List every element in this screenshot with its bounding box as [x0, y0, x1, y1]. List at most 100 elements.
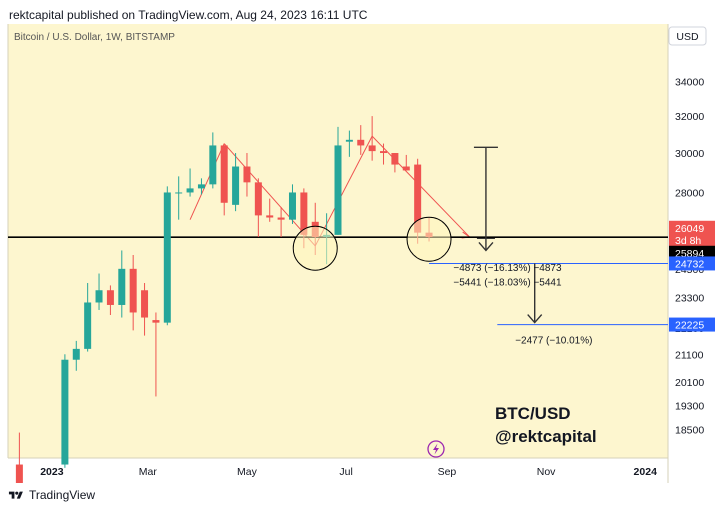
measure-first-drop — [473, 146, 498, 252]
horizontal-levels — [8, 236, 668, 326]
candle-body — [288, 192, 296, 220]
bullish-candle — [175, 176, 183, 220]
candle-body — [118, 268, 126, 305]
bearish-candle — [106, 285, 114, 315]
bearish-candle — [220, 143, 228, 216]
candle-body — [380, 151, 388, 154]
lightning-icon[interactable] — [427, 440, 445, 458]
candle-body — [129, 268, 137, 313]
x-tick-label: Jul — [339, 466, 352, 478]
candle-body — [232, 166, 240, 205]
price-axis[interactable]: 1850019300201002110022100233002450026000… — [669, 76, 715, 436]
bearish-candle — [254, 178, 262, 238]
candle-body — [357, 139, 365, 146]
projection-price-label: 22225 — [675, 320, 704, 332]
y-tick-label: 23300 — [675, 293, 704, 305]
bullish-candle — [163, 186, 171, 326]
candle-body — [61, 359, 69, 465]
bearish-candle — [15, 432, 23, 485]
bullish-candle — [61, 354, 69, 468]
candle-body — [334, 145, 342, 235]
bearish-candle — [391, 153, 399, 173]
watermark-symbol: BTC/USD — [495, 404, 571, 423]
last-price-label: 26049 — [675, 223, 704, 235]
time-axis[interactable]: 2023 Mar May Jul Sep Nov 2024 — [40, 466, 657, 478]
candle-body — [266, 215, 274, 218]
candle-body — [141, 290, 149, 318]
y-tick-label: 28000 — [675, 187, 704, 199]
bearish-candle — [266, 198, 274, 222]
bullish-candle — [209, 132, 217, 189]
bullish-candle — [232, 153, 240, 212]
trend-line — [314, 135, 373, 247]
bullish-candle — [345, 130, 353, 157]
candle-body — [345, 139, 353, 142]
candle-body — [15, 464, 23, 485]
projection-price-tag: 22225 — [669, 317, 715, 332]
chart-container[interactable]: −4873 (−16.13%) −4873 −5441 (−18.03%) −54… — [0, 24, 720, 485]
bearish-candle — [141, 283, 149, 336]
candle-body — [368, 145, 376, 152]
candle-body — [414, 164, 422, 233]
candle-body — [84, 302, 92, 349]
measure-label: −4873 (−16.13%) −4873 — [453, 263, 562, 274]
symbol-label: Bitcoin / U.S. Dollar, 1W, BITSTAMP — [14, 32, 175, 43]
y-tick-label: 18500 — [675, 424, 704, 436]
watermark: BTC/USD @rektcapital — [495, 404, 597, 446]
candle-body — [402, 166, 410, 171]
bearish-candle — [368, 116, 376, 161]
level-price-tag-bg — [669, 245, 715, 260]
tradingview-logo-icon — [8, 491, 23, 499]
projection-price-tag: 24732 — [669, 256, 715, 271]
projection-price-tag-bg — [669, 317, 715, 332]
bullish-candle — [334, 126, 342, 235]
bullish-candle — [186, 168, 194, 197]
y-tick-label: 19300 — [675, 400, 704, 412]
x-tick-label: Nov — [537, 466, 556, 478]
currency-button[interactable]: USD — [668, 26, 707, 46]
last-price-tag-bg — [669, 220, 715, 247]
candle-body — [72, 348, 80, 360]
y-tick-label: 32000 — [675, 111, 704, 123]
x-tick-label: Sep — [438, 466, 457, 478]
measure-label: −5441 (−18.03%) −5441 — [453, 277, 562, 288]
measure-second-drop — [527, 263, 543, 324]
candle-body — [197, 184, 205, 189]
y-tick-label: 20100 — [675, 377, 704, 389]
candle-body — [209, 145, 217, 185]
bearish-candle — [129, 254, 137, 331]
bearish-candle — [277, 206, 285, 238]
candlesticks — [15, 116, 433, 485]
x-tick-label: 2024 — [634, 466, 658, 478]
candle-body — [300, 192, 308, 235]
measure-arrowhead — [478, 241, 494, 252]
bullish-candle — [288, 184, 296, 224]
x-tick-label: Mar — [139, 466, 158, 478]
measure-arrowhead — [527, 314, 543, 324]
y-tick-label: 21100 — [675, 349, 704, 361]
highlight-circle — [292, 225, 338, 271]
chart-background — [8, 24, 668, 458]
bullish-candle — [197, 178, 205, 195]
price-chart[interactable]: −4873 (−16.13%) −4873 −5441 (−18.03%) −54… — [0, 24, 720, 485]
brand-name: TradingView — [29, 488, 96, 502]
trend-line — [189, 143, 225, 220]
candle-body — [277, 217, 285, 220]
bearish-candle — [357, 125, 365, 155]
x-tick-label: May — [237, 466, 258, 478]
footer: TradingView — [8, 487, 95, 503]
measure-label: −2477 (−10.01%) — [515, 336, 592, 347]
candle-body — [175, 192, 183, 194]
y-tick-label: 30000 — [675, 148, 704, 160]
watermark-author: @rektcapital — [495, 427, 597, 446]
bearish-candle — [380, 143, 388, 165]
bullish-candle — [72, 340, 80, 371]
y-tick-label: 34000 — [675, 76, 704, 88]
candle-body — [254, 182, 262, 216]
x-tick-label: 2023 — [40, 466, 64, 478]
bearish-candle — [152, 312, 160, 397]
candle-body — [95, 290, 103, 303]
bullish-candle — [84, 283, 92, 352]
highlight-circles — [292, 216, 452, 271]
